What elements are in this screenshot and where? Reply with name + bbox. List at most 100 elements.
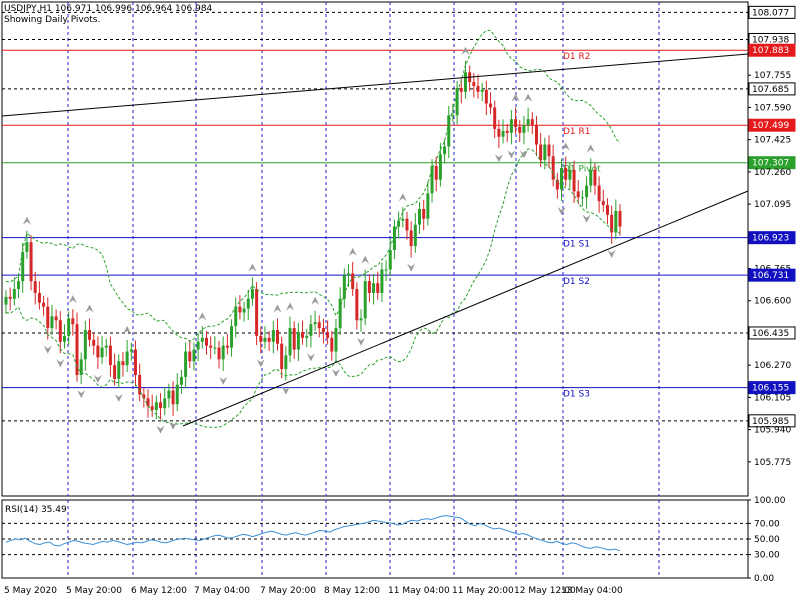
candle-body: [250, 289, 254, 299]
candle-body: [108, 345, 112, 366]
price-axis-label: 106.731: [752, 271, 789, 281]
candle-body: [150, 406, 154, 411]
fractal-down-marker: [494, 154, 503, 163]
candle-body: [230, 326, 234, 348]
fractal-down-marker: [607, 249, 616, 258]
candle-body: [489, 103, 493, 108]
chart-symbol-line: USDJPY,H1 106.971 106.996 106.964 106.98…: [4, 4, 213, 14]
candle-body: [597, 185, 601, 202]
candle-body: [125, 351, 129, 366]
candle-body: [301, 331, 305, 338]
candle-body: [593, 169, 597, 186]
candle-body: [614, 210, 618, 233]
candle-body: [83, 330, 87, 360]
price-axis-tag: [748, 156, 796, 170]
price-pane-frame: [1, 1, 749, 497]
candle-body: [601, 201, 605, 206]
candle-body: [321, 328, 325, 332]
fractal-up-marker: [85, 304, 94, 313]
price-axis-label: 107.095: [754, 200, 791, 210]
candle-body: [547, 144, 551, 157]
candle-body: [21, 251, 25, 282]
price-axis-label: 107.685: [752, 85, 789, 95]
price-axis-label: 107.499: [752, 121, 789, 131]
price-axis-label: 107.307: [752, 159, 789, 169]
x-tick-label: 11 May 04:00: [388, 586, 450, 596]
candle-body: [46, 306, 50, 329]
fractal-up-marker: [398, 193, 407, 202]
candle-body: [62, 335, 66, 342]
rsi-axis-label: 50.00: [754, 535, 780, 545]
x-tick-label: 5 May 20:00: [66, 586, 122, 596]
fractal-down-marker: [519, 150, 528, 159]
fractal-up-marker: [361, 255, 370, 264]
candle-body: [522, 125, 526, 133]
candle-body: [355, 289, 359, 321]
candle-body: [192, 349, 196, 362]
lower-band: [5, 148, 621, 428]
candle-body: [501, 130, 505, 137]
price-axis-tag: [748, 82, 796, 96]
fractal-down-marker: [306, 353, 315, 362]
candle-body: [497, 128, 501, 137]
candle-body: [610, 214, 614, 233]
candle-body: [560, 167, 564, 190]
candle-body: [484, 89, 488, 104]
candle-body: [200, 337, 204, 342]
candle-body: [334, 328, 338, 352]
candle-body: [75, 324, 79, 375]
candle-body: [104, 345, 108, 348]
x-tick-label: 6 May 12:00: [131, 586, 187, 596]
candle-body: [347, 273, 351, 276]
fractal-up-marker: [198, 312, 207, 321]
candle-body: [175, 384, 179, 405]
candle-body: [384, 269, 388, 271]
price-axis-label: 106.155: [752, 384, 789, 394]
candle-body: [96, 345, 100, 358]
price-axis-label: 106.923: [752, 234, 789, 244]
resistance-trendline: [1, 53, 749, 117]
fractal-down-marker: [557, 206, 566, 215]
fractal-down-marker: [114, 394, 123, 403]
price-axis-label: 107.425: [754, 136, 791, 146]
x-tick-label: 7 May 04:00: [194, 586, 250, 596]
pivot-label: D1 R2: [563, 52, 591, 62]
candle-body: [426, 193, 430, 219]
candle-body: [79, 359, 83, 375]
candle-body: [133, 349, 137, 375]
candle-body: [338, 298, 342, 329]
support-trendline: [182, 190, 749, 427]
fractal-down-marker: [281, 386, 290, 395]
candle-body: [217, 347, 221, 360]
candle-body: [313, 322, 317, 325]
price-axis-tag: [748, 381, 796, 395]
candle-body: [33, 281, 37, 293]
rsi-axis-label: 100.00: [754, 496, 786, 506]
candle-body: [213, 347, 217, 349]
fractal-down-marker: [331, 369, 340, 378]
candle-body: [142, 394, 146, 399]
candle-body: [480, 89, 484, 92]
candle-body: [121, 361, 125, 366]
fractal-down-marker: [43, 345, 52, 354]
fractal-up-marker: [123, 325, 132, 334]
fractal-up-marker: [273, 304, 282, 313]
fractal-down-marker: [357, 337, 366, 346]
candle-body: [422, 208, 426, 219]
candle-body: [372, 283, 376, 293]
candle-body: [255, 289, 259, 336]
candle-body: [580, 197, 584, 199]
candle-body: [296, 331, 300, 350]
candle-body: [54, 316, 58, 321]
fractal-down-marker: [77, 390, 86, 399]
pivot-label: D1 Pivot: [563, 165, 601, 175]
fractal-up-marker: [22, 216, 31, 225]
candle-body: [50, 316, 54, 329]
price-axis-tag: [748, 231, 796, 245]
candle-body: [317, 322, 321, 329]
candle-body: [4, 296, 8, 305]
candle-body: [447, 115, 451, 147]
candle-body: [246, 298, 250, 309]
candle-body: [455, 87, 459, 116]
